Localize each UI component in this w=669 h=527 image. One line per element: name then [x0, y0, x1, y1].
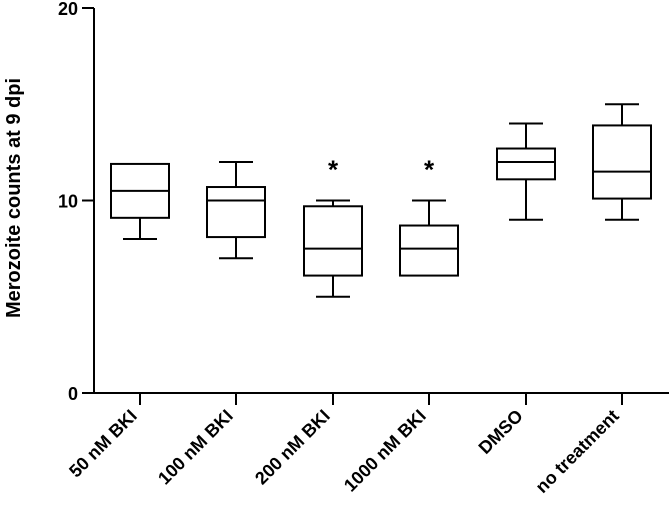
y-tick-label-20: 20 — [58, 0, 78, 19]
significance-mark-200-nm-bki: * — [328, 155, 339, 185]
y-axis-title: Merozoite counts at 9 dpi — [3, 78, 25, 318]
x-label-200-nm-bki: 200 nM BKI — [251, 406, 334, 489]
y-tick-label-10: 10 — [58, 192, 78, 212]
box-no-treatment — [592, 124, 652, 200]
boxes-layer: * * — [110, 103, 652, 298]
box-group-100-nm-bki — [206, 161, 266, 260]
box-dmso — [496, 147, 556, 181]
x-ticks-layer — [139, 393, 623, 405]
x-label-100-nm-bki: 100 nM BKI — [154, 406, 237, 489]
box-1000-nm-bki — [399, 224, 459, 277]
y-tick-labels-layer: 0 10 20 — [58, 0, 78, 404]
box-group-no-treatment — [592, 103, 652, 221]
box-200-nm-bki — [303, 205, 363, 277]
box-100-nm-bki — [206, 186, 266, 239]
significance-mark-1000-nm-bki: * — [424, 155, 435, 185]
x-label-no-treatment: no treatment — [532, 406, 623, 497]
x-label-50-nm-bki: 50 nM BKI — [65, 406, 141, 482]
y-tick-label-0: 0 — [68, 384, 78, 404]
y-ticks-layer — [82, 7, 94, 394]
x-label-1000-nm-bki: 1000 nM BKI — [340, 406, 430, 496]
box-group-1000-nm-bki: * — [399, 155, 459, 277]
box-group-dmso — [496, 122, 556, 221]
x-label-dmso: DMSO — [475, 406, 527, 458]
axes-layer — [93, 8, 669, 394]
box-group-50-nm-bki — [110, 162, 170, 240]
box-group-200-nm-bki: * — [303, 155, 363, 298]
x-labels-layer: 50 nM BKI 100 nM BKI 200 nM BKI 1000 nM BKI… — [65, 406, 623, 497]
